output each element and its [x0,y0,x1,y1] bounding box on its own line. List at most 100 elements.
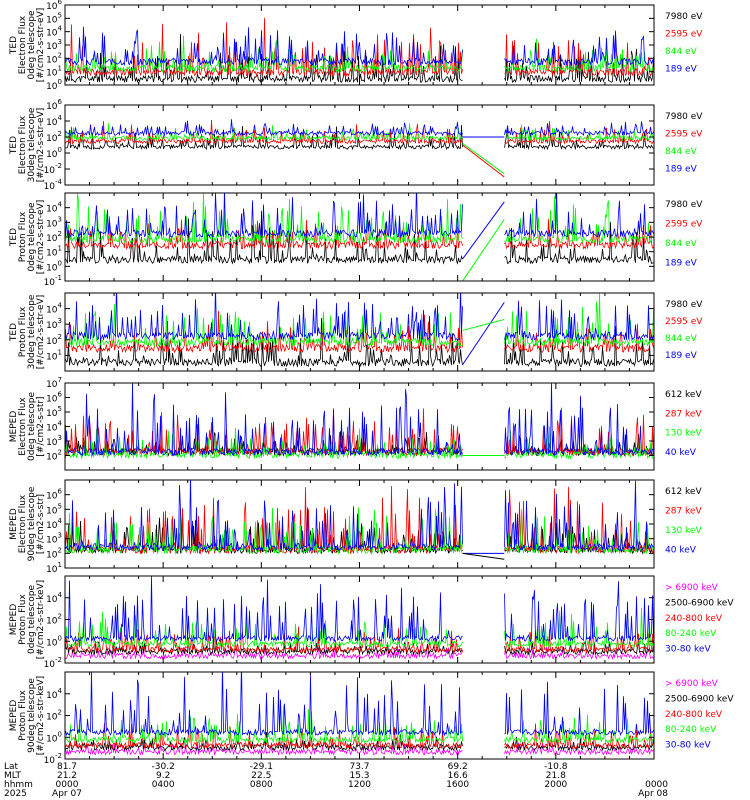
y-tick-label: 105 [46,405,62,419]
series-trace-4 [65,672,654,737]
series-trace-2 [65,193,654,245]
legend-entry: 130 keV [665,526,702,536]
series-trace-1 [65,310,654,354]
panel-data [65,293,654,368]
series-trace-4 [65,576,654,643]
time-axis-tick-label: 21.8 [546,771,566,781]
panel-data [65,383,654,460]
time-axis-tick-label: 21.2 [57,771,77,781]
series-trace-2 [65,426,654,460]
y-tick-label: 106 [46,0,62,12]
series-trace-1 [65,119,654,145]
y-tick-label: 101 [46,245,62,259]
y-tick-label: 104 [46,517,62,531]
legend-entry: 240-800 keV [665,710,723,720]
legend-entry: 2500-6900 keV [665,694,734,704]
legend-entry: 2595 eV [665,130,703,140]
y-axis-label: Proton Flux [18,306,28,357]
legend-entry: > 6900 keV [665,583,719,593]
y-tick-label: 100 [46,730,62,744]
legend-entry: 7980 eV [665,300,703,310]
panel-data [65,193,654,281]
y-tick-label: 103 [46,317,62,331]
y-tick-label: 103 [46,434,62,448]
y-tick-label: 101 [46,348,62,362]
y-tick-label: 104 [46,25,62,39]
y-axis-label: [#/cm2-s-str-eV] [36,108,46,183]
legend-entry: 844 eV [665,47,698,57]
panel-meped-proton-90deg: 10-2 100 102 104 MEPED Proton Flux 90deg teles… [9,671,734,766]
y-tick-label: 104 [46,687,62,701]
y-tick-label: 102 [46,130,62,144]
time-axis-tick-label: Apr 08 [638,789,668,799]
legend-entry: 80-240 keV [665,629,717,639]
y-tick-label: 102 [46,51,62,65]
panel-data [65,576,654,661]
legend-entry: 130 keV [665,429,702,439]
y-axis-label: 90deg telescope [27,486,37,561]
legend-entry: 40 keV [665,546,697,556]
time-axis-tick-label: 9.2 [156,771,170,781]
y-tick-label: 104 [46,591,62,605]
series-trace-0 [65,645,654,661]
series-trace-3 [65,26,654,67]
y-tick-label: 104 [46,420,62,434]
time-axis-tick-label: 2000 [544,780,567,790]
legend-entry: 2595 eV [665,317,703,327]
y-axis-label: TED [9,36,19,55]
series-trace-0 [65,742,654,756]
time-axis-row-label: Lat [4,762,19,772]
panel-data [65,672,654,756]
legend-entry: 7980 eV [665,200,703,210]
series-trace-3 [65,193,654,239]
panel-data [65,480,654,560]
series-trace-3 [65,480,654,552]
time-axis-tick-label: 1600 [446,780,469,790]
y-axis-label: [#/cm2-s-str] [36,396,46,456]
y-tick-label: 106 [46,488,62,502]
series-trace-1 [65,637,654,656]
y-axis-label: TED [9,323,19,342]
legend-entry: 30-80 keV [665,645,711,655]
series-trace-0 [65,125,654,151]
y-axis-label: Proton Flux [18,690,28,741]
gap-line-1 [462,319,505,331]
y-tick-label: 104 [46,302,62,316]
series-trace-2 [65,293,654,348]
time-axis-tick-label: 69.2 [448,762,468,772]
y-tick-label: 100 [46,78,62,92]
y-axis-label: Electron Flux [18,494,28,553]
time-axis-row-label: MLT [4,771,22,781]
series-trace-0 [65,33,654,84]
legend-entry: 2500-6900 keV [665,598,734,608]
y-tick-label: 106 [46,98,62,112]
series-trace-2 [65,723,654,750]
series-trace-3 [65,293,654,342]
gap-line-1 [462,219,505,281]
time-axis-tick-label: -29.1 [250,762,273,772]
y-tick-label: 102 [46,449,62,463]
legend-entry: 844 eV [665,334,698,344]
y-axis-label: Electron Flux [18,397,28,456]
series-trace-2 [65,35,654,74]
y-axis-label: 0deg telescope [27,585,37,655]
legend-entry: 189 eV [665,65,698,75]
y-tick-label: 101 [46,65,62,79]
legend-entry: 240-800 keV [665,614,723,624]
y-axis-label: MEPED [9,604,19,636]
y-axis-label: Proton Flux [18,594,28,645]
y-tick-label: 10-2 [44,656,62,670]
y-tick-label: 101 [46,561,62,575]
y-tick-label: 102 [46,230,62,244]
panel-frame [64,575,655,664]
legend-entry: 189 eV [665,259,698,269]
gap-line-0 [462,302,505,366]
series-trace-2 [65,123,654,142]
y-axis-label: 30deg telescope [27,294,37,369]
series-trace-2 [65,626,654,654]
legend-entry: > 6900 keV [665,679,719,689]
legend-entry: 287 keV [665,507,702,517]
series-trace-1 [65,17,654,78]
time-axis-tick-label: 15.3 [349,771,369,781]
